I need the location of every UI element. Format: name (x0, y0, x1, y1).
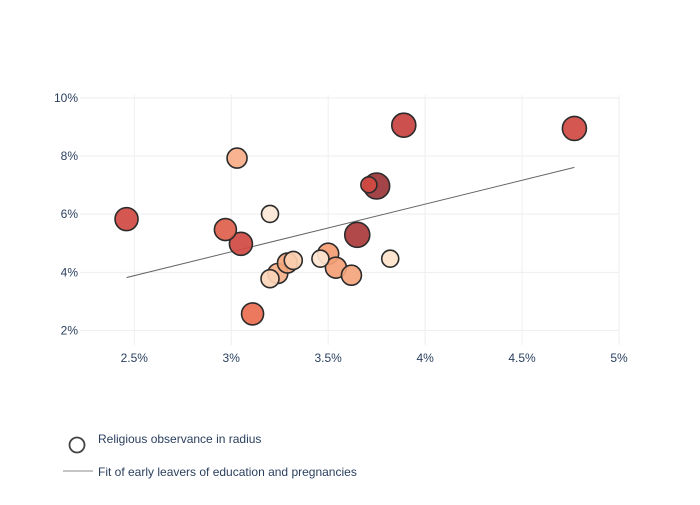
fit-line-layer (126, 166, 575, 279)
data-point (114, 206, 139, 232)
y-tick-label: 4% (61, 265, 79, 279)
data-point (343, 221, 371, 249)
data-point (260, 268, 280, 289)
data-point (360, 176, 378, 194)
data-point (240, 302, 265, 326)
legend-item-fit-line[interactable]: Fit of early leavers of education and pr… (63, 465, 357, 479)
legend-label-religious-observance: Religious observance in radius (98, 432, 261, 446)
x-tick-label: 3% (223, 351, 241, 365)
legend-label-fit-line: Fit of early leavers of education and pr… (98, 465, 357, 479)
x-tick-label: 4% (416, 351, 434, 365)
y-tick-label: 8% (61, 149, 79, 163)
data-point (340, 264, 363, 287)
legend-marker-circle-icon (68, 436, 86, 454)
fit-line (126, 166, 575, 279)
data-point (228, 231, 254, 257)
y-tick-label: 6% (61, 207, 79, 221)
data-point (226, 147, 248, 169)
data-point (311, 249, 330, 268)
legend-item-religious-observance[interactable]: Religious observance in radius (68, 432, 262, 454)
y-tick-label: 10% (54, 91, 78, 105)
x-axis-ticks: 2.5% 3% 3.5% 4% 4.5% 5% (121, 351, 628, 365)
data-point (260, 204, 280, 224)
data-point (390, 112, 417, 139)
x-tick-label: 5% (610, 351, 628, 365)
data-point (561, 115, 588, 142)
x-tick-label: 3.5% (314, 351, 342, 365)
points-layer (114, 112, 588, 326)
data-point (283, 250, 304, 271)
data-point (213, 217, 238, 242)
grid (80, 95, 620, 345)
legend[interactable]: Religious observance in radius Fit of ea… (63, 432, 357, 479)
data-point (380, 249, 400, 268)
x-tick-label: 2.5% (121, 351, 149, 365)
y-axis-ticks: 2% 4% 6% 8% 10% (54, 91, 78, 338)
y-tick-label: 2% (61, 323, 79, 337)
x-tick-label: 4.5% (508, 351, 536, 365)
